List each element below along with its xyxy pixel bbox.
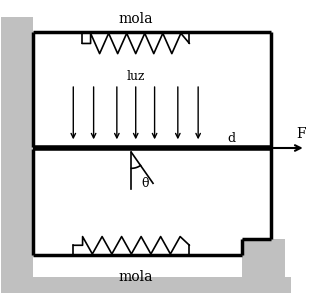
- Text: luz: luz: [126, 70, 145, 83]
- Text: mola: mola: [118, 12, 153, 26]
- Text: mola: mola: [118, 270, 153, 284]
- Bar: [1, 277, 291, 293]
- Bar: [242, 239, 285, 277]
- Text: θ: θ: [141, 177, 149, 190]
- Text: d: d: [227, 132, 235, 145]
- Text: F: F: [296, 127, 306, 141]
- Bar: [1, 17, 33, 279]
